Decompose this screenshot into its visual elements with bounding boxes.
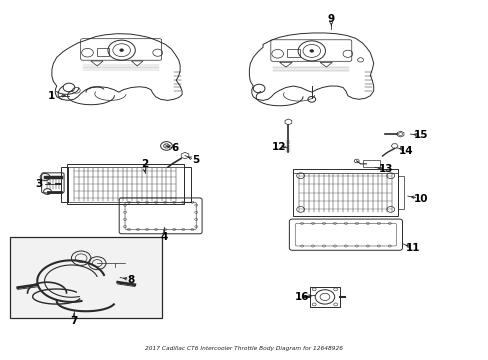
Text: 5: 5 [192,155,199,165]
Bar [362,159,379,167]
Text: 15: 15 [413,130,427,140]
Bar [66,164,183,204]
Bar [97,48,109,56]
Text: 13: 13 [378,164,392,174]
Bar [183,167,190,202]
Text: 2017 Cadillac CT6 Intercooler Throttle Body Diagram for 12648926: 2017 Cadillac CT6 Intercooler Throttle B… [145,346,343,351]
Text: 12: 12 [271,142,285,152]
Text: 14: 14 [398,145,413,156]
Text: 16: 16 [294,292,308,302]
Text: 7: 7 [70,316,78,325]
Text: 2: 2 [141,159,148,169]
Text: 8: 8 [127,275,135,285]
Bar [310,287,339,307]
Circle shape [120,49,123,51]
Text: 3: 3 [35,179,42,189]
Bar [61,167,68,202]
Bar [293,169,397,216]
Text: 11: 11 [405,243,419,253]
Text: 9: 9 [327,14,334,24]
Text: 10: 10 [413,194,427,204]
Text: 6: 6 [171,143,179,153]
Text: 1: 1 [48,91,56,101]
Bar [287,49,299,57]
Bar [397,176,403,209]
Bar [10,237,161,318]
Text: 4: 4 [160,232,167,242]
Circle shape [309,49,313,52]
